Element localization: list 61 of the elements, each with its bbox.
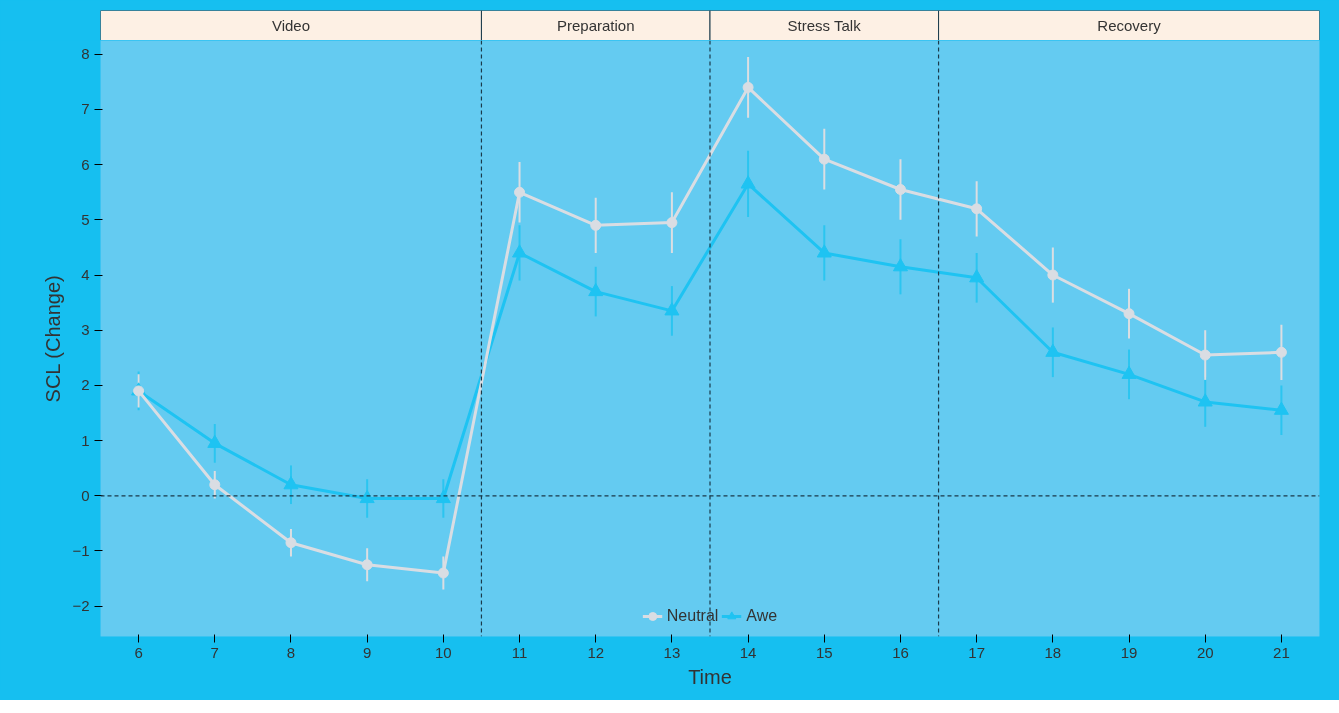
- y-tick-label: 2: [81, 376, 90, 394]
- point: [818, 153, 830, 165]
- point: [1273, 401, 1289, 415]
- point: [1121, 365, 1137, 379]
- point: [971, 203, 983, 215]
- x-tick-label: 20: [1196, 643, 1214, 661]
- x-tick-label: 19: [1120, 643, 1138, 661]
- y-tick-label: −2: [72, 597, 90, 615]
- y-tick-label: 7: [81, 100, 90, 118]
- point: [666, 217, 678, 229]
- x-tick-label: 6: [134, 643, 143, 661]
- x-tick-label: 15: [815, 643, 833, 661]
- y-axis-title: SCL (Change): [42, 275, 65, 403]
- y-tick-label: 0: [81, 486, 90, 504]
- point: [1047, 269, 1059, 281]
- point: [435, 489, 451, 504]
- x-tick-label: 16: [892, 643, 909, 661]
- x-axis-title: Time: [688, 665, 732, 688]
- y-tick-label: 3: [81, 321, 90, 339]
- x-tick-label: 8: [286, 643, 296, 661]
- y-tick-label: 6: [81, 155, 90, 173]
- point: [1197, 393, 1213, 407]
- point: [740, 175, 756, 189]
- band-label: Video: [271, 17, 311, 34]
- point: [816, 244, 832, 258]
- x-tick-label: 21: [1273, 643, 1290, 661]
- point: [664, 302, 680, 316]
- y-tick-label: 4: [81, 266, 90, 284]
- point: [1045, 343, 1061, 357]
- x-tick-label: 10: [435, 643, 452, 661]
- y-tick-label: 8: [81, 45, 90, 63]
- point: [1275, 346, 1287, 358]
- point: [1199, 349, 1211, 361]
- point: [1123, 308, 1135, 320]
- legend-label: Neutral: [666, 607, 719, 625]
- point: [512, 244, 528, 258]
- x-tick-label: 17: [968, 643, 985, 661]
- band-label: Stress Talk: [787, 17, 862, 34]
- x-tick-label: 9: [362, 643, 372, 661]
- point: [892, 258, 908, 272]
- y-tick-label: 1: [81, 431, 90, 449]
- point: [359, 489, 375, 504]
- y-tick-label: −1: [72, 541, 90, 559]
- legend-label: Awe: [746, 607, 778, 625]
- x-tick-label: 7: [210, 643, 219, 661]
- point: [588, 283, 604, 297]
- point: [207, 434, 223, 448]
- point: [969, 269, 985, 283]
- band-label: Recovery: [1097, 17, 1162, 34]
- point: [514, 186, 526, 198]
- point: [742, 81, 754, 93]
- x-tick-label: 18: [1044, 643, 1062, 661]
- x-tick-label: 12: [587, 643, 605, 661]
- point: [283, 476, 299, 490]
- y-tick-label: 5: [81, 210, 90, 228]
- x-tick-label: 11: [511, 643, 528, 661]
- x-tick-label: 14: [739, 643, 757, 661]
- point: [894, 184, 906, 195]
- point: [590, 219, 602, 231]
- band-label: Preparation: [556, 17, 635, 34]
- x-tick-label: 13: [663, 643, 681, 661]
